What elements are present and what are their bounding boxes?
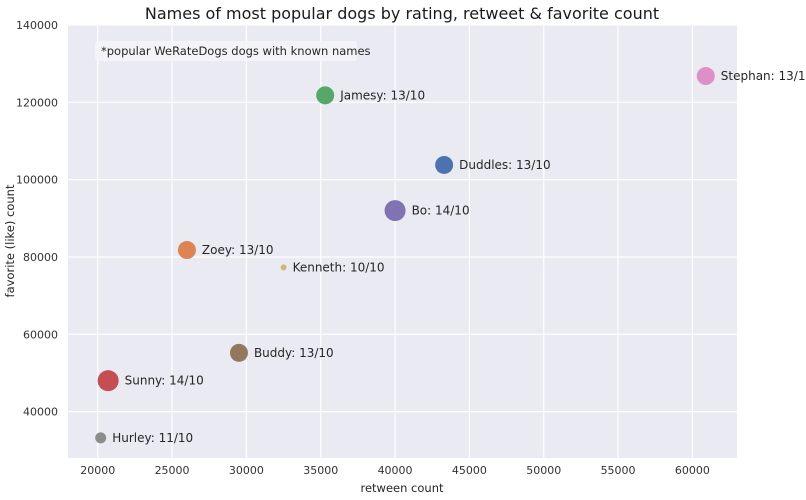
data-point-label: Sunny: 14/10 [125,374,204,388]
x-tick-label: 30000 [229,464,264,477]
data-point-label: Kenneth: 10/10 [293,260,385,274]
y-axis-label: favorite (like) count [3,184,17,297]
x-tick-label: 25000 [155,464,190,477]
annotation-box: *popular WeRateDogs dogs with known name… [95,41,371,61]
x-tick-labels: 20000 25000 30000 35000 40000 45000 50000 55000… [80,464,710,477]
data-point-label: Stephan: 13/10 [721,69,806,83]
data-point [97,370,119,392]
plot-background [68,25,737,458]
data-point [95,432,107,444]
y-tick-label: 100000 [16,174,58,187]
data-point-label: Bo: 14/10 [412,204,470,218]
x-tick-label: 35000 [303,464,338,477]
y-tick-label: 140000 [16,19,58,32]
x-tick-label: 55000 [601,464,636,477]
data-point [316,86,335,105]
annotation-text: *popular WeRateDogs dogs with known name… [101,44,371,58]
data-point-label: Buddy: 13/10 [254,346,334,360]
data-point [696,67,715,86]
data-point [229,343,248,362]
gridlines [68,24,737,458]
data-point-label: Duddles: 13/10 [459,158,551,172]
x-tick-label: 45000 [452,464,487,477]
data-points: Stephan: 13/10 Jamesy: 13/10 Duddles: 13/1… [95,67,806,445]
data-point-label: Jamesy: 13/10 [339,88,425,102]
y-tick-label: 120000 [16,96,58,109]
y-tick-label: 40000 [23,406,58,419]
data-point [177,241,196,260]
data-point-label: Zoey: 13/10 [202,243,274,257]
x-tick-label: 60000 [675,464,710,477]
x-tick-label: 40000 [378,464,413,477]
y-tick-label: 80000 [23,251,58,264]
y-tick-label: 60000 [23,328,58,341]
y-tick-labels: 40000 60000 80000 100000 120000 140000 [16,19,58,419]
x-tick-label: 50000 [526,464,561,477]
x-axis-label: retween count [360,481,443,495]
data-point-label: Hurley: 11/10 [112,431,193,445]
data-point [280,264,287,271]
x-tick-label: 20000 [80,464,115,477]
data-point [435,155,454,174]
chart-title: Names of most popular dogs by rating, re… [145,4,659,23]
data-point [384,200,406,222]
annotation-background [95,41,357,61]
